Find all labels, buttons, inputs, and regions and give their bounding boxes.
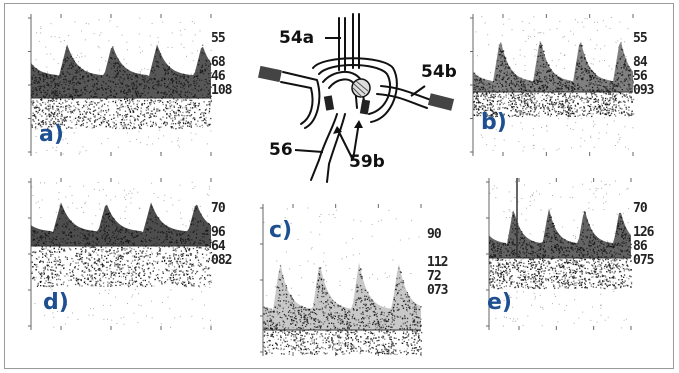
readout-value: 093 [633, 83, 655, 98]
label-54a: 54a [279, 28, 315, 48]
doppler-panel-a: 55 68 46 108 a) [15, 10, 240, 160]
doppler-panel-d: 70 96 64 082 d) [15, 174, 240, 334]
doppler-panel-e: 70 126 86 075 e) [475, 174, 670, 334]
readout-value: 082 [211, 253, 233, 268]
readout-value: 72 [427, 269, 442, 284]
panel-label-a: a) [39, 122, 64, 147]
readout-value: 86 [633, 239, 648, 254]
panel-label-b: b) [481, 110, 507, 135]
label-59b: 59b [349, 152, 385, 172]
readout-value: 112 [427, 255, 449, 270]
vascular-diagram: 54a 54b 56 59b [253, 10, 458, 190]
doppler-panel-c: 90 112 72 073 c) [255, 200, 465, 360]
panel-label-e: e) [487, 290, 512, 315]
readout-value: 55 [633, 31, 648, 46]
readout-value: 108 [211, 83, 233, 98]
velocity-readout-e: 70 126 86 075 [633, 201, 655, 268]
panel-label-c: c) [269, 218, 293, 243]
velocity-readout-a: 55 68 46 108 [211, 31, 233, 98]
readout-value: 46 [211, 69, 226, 84]
spectral-waveform-a [28, 14, 213, 156]
readout-value: 96 [211, 225, 226, 240]
readout-value: 64 [211, 239, 226, 254]
spectral-waveform-c [260, 204, 423, 356]
readout-value: 70 [633, 201, 648, 216]
label-56: 56 [269, 140, 293, 160]
readout-value: 126 [633, 225, 655, 240]
spectral-waveform-e [486, 178, 633, 330]
readout-value: 68 [211, 55, 226, 70]
spectral-waveform-d [28, 178, 213, 330]
readout-value: 075 [633, 253, 655, 268]
vessel-drawing [257, 13, 455, 183]
velocity-readout-d: 70 96 64 082 [211, 201, 233, 268]
readout-value: 073 [427, 283, 449, 298]
readout-value: 70 [211, 201, 226, 216]
velocity-readout-b: 55 84 56 093 [633, 31, 655, 98]
panel-label-d: d) [43, 290, 69, 315]
figure-frame: 55 68 46 108 a) 55 84 56 093 b) 70 96 64… [4, 3, 674, 369]
readout-value: 55 [211, 31, 226, 46]
velocity-readout-c: 90 112 72 073 [427, 227, 449, 298]
label-54b: 54b [421, 62, 457, 82]
readout-value: 56 [633, 69, 648, 84]
readout-value: 84 [633, 55, 648, 70]
spectral-waveform-b [470, 14, 635, 156]
doppler-panel-b: 55 84 56 093 b) [457, 10, 669, 160]
readout-value: 90 [427, 227, 442, 242]
